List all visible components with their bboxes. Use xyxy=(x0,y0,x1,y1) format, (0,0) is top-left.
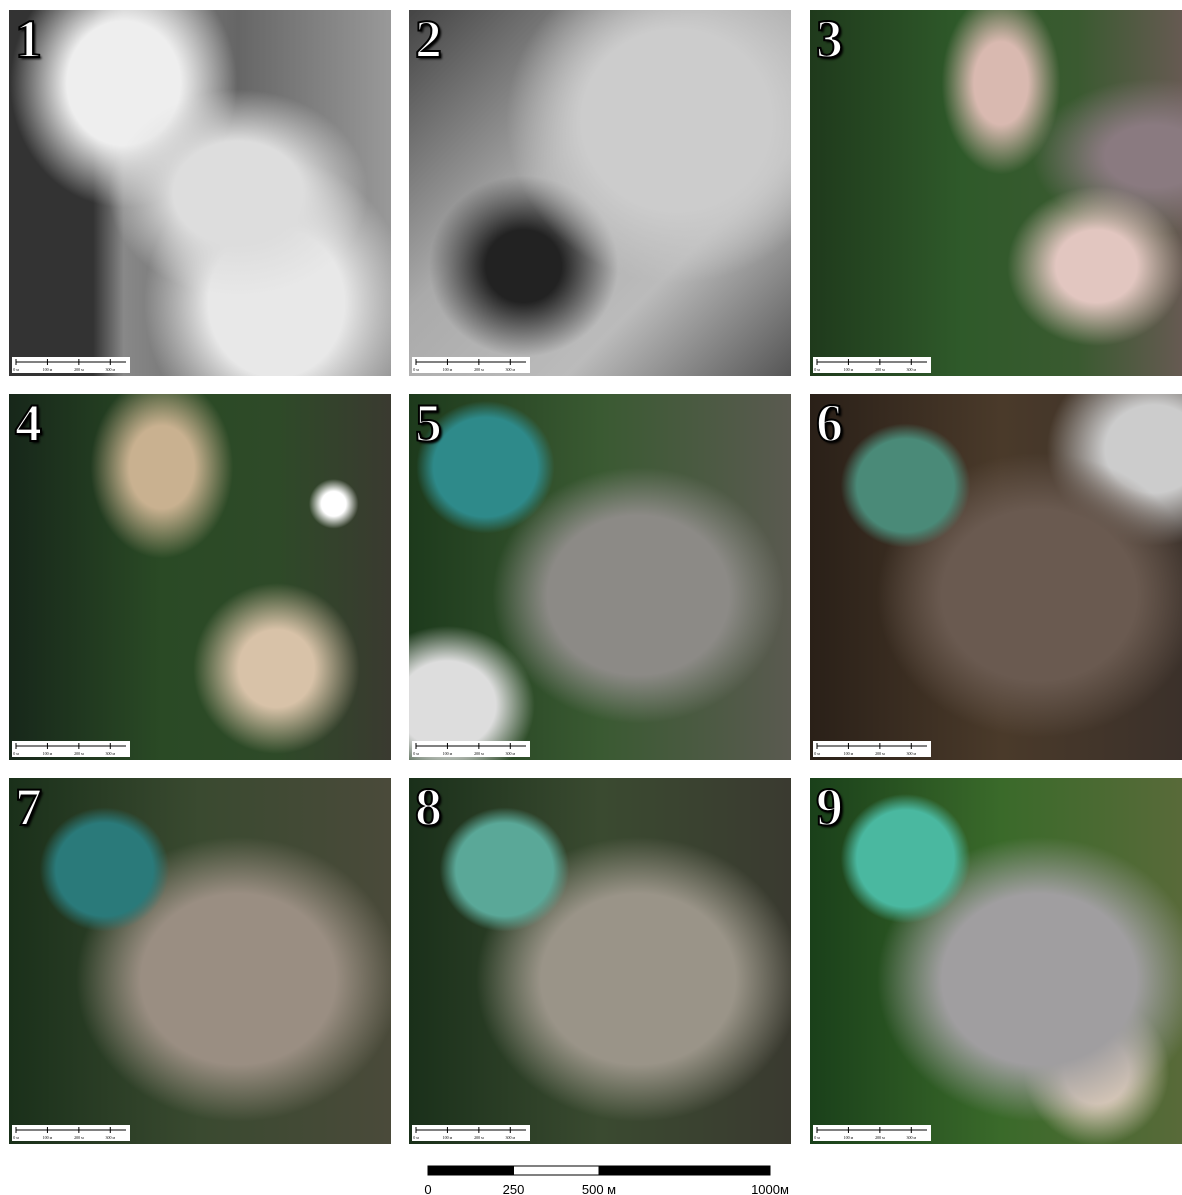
panel-number: 8 xyxy=(415,780,442,834)
scale-label: 0 м xyxy=(413,1135,419,1140)
scale-label: 100 м xyxy=(43,367,53,372)
scale-label: 200 м xyxy=(474,1135,484,1140)
satellite-image: 3 0 м 100 м 200 м 300 м xyxy=(810,10,1182,376)
panel-number: 1 xyxy=(15,12,42,66)
scale-label: 1000м xyxy=(751,1182,789,1195)
scale-label: 0 м xyxy=(13,367,19,372)
scale-label: 300 м xyxy=(907,367,917,372)
panel-scale: 0 м 100 м 200 м 300 м xyxy=(412,357,530,373)
scale-segment xyxy=(599,1166,770,1175)
figure: 0 250 500 м 1000м 1 0 м 100 м 200 м 300 м 2 0 м 10… xyxy=(0,0,1182,1195)
satellite-image: 5 0 м 100 м 200 м 300 м xyxy=(409,394,791,760)
panel-scale: 0 м 100 м 200 м 300 м xyxy=(12,741,130,757)
satellite-image: 4 0 м 100 м 200 м 300 м xyxy=(9,394,391,760)
panel-number: 3 xyxy=(816,12,843,66)
panel-scale-svg: 0 м 100 м 200 м 300 м xyxy=(12,1125,130,1141)
scale-label: 300 м xyxy=(506,1135,516,1140)
scale-label: 300 м xyxy=(106,1135,116,1140)
scale-label: 100 м xyxy=(43,1135,53,1140)
scale-label: 500 м xyxy=(582,1182,616,1195)
satellite-image: 2 0 м 100 м 200 м 300 м xyxy=(409,10,791,376)
panel-scale-svg: 0 м 100 м 200 м 300 м xyxy=(412,357,530,373)
scale-segment xyxy=(514,1166,600,1175)
panel-scale: 0 м 100 м 200 м 300 м xyxy=(12,357,130,373)
scale-label: 0 м xyxy=(814,751,820,756)
satellite-image: 6 0 м 100 м 200 м 300 м xyxy=(810,394,1182,760)
panel-scale-svg: 0 м 100 м 200 м 300 м xyxy=(12,741,130,757)
scale-label: 100 м xyxy=(443,367,453,372)
panel-scale-svg: 0 м 100 м 200 м 300 м xyxy=(412,1125,530,1141)
satellite-image: 7 0 м 100 м 200 м 300 м xyxy=(9,778,391,1144)
scale-label: 200 м xyxy=(875,751,885,756)
panel-number: 4 xyxy=(15,396,42,450)
panel-scale: 0 м 100 м 200 м 300 м xyxy=(813,741,931,757)
scale-label: 300 м xyxy=(106,751,116,756)
panel-number: 2 xyxy=(415,12,442,66)
scale-label: 300 м xyxy=(907,751,917,756)
scale-label: 250 xyxy=(503,1182,525,1195)
scale-label: 200 м xyxy=(74,367,84,372)
scale-label: 200 м xyxy=(74,751,84,756)
scale-label: 100 м xyxy=(844,367,854,372)
satellite-image: 8 0 м 100 м 200 м 300 м xyxy=(409,778,791,1144)
scale-label: 100 м xyxy=(43,751,53,756)
panel-scale-svg: 0 м 100 м 200 м 300 м xyxy=(813,357,931,373)
scale-label: 200 м xyxy=(74,1135,84,1140)
panel-scale: 0 м 100 м 200 м 300 м xyxy=(12,1125,130,1141)
scale-label: 300 м xyxy=(506,367,516,372)
scale-label: 200 м xyxy=(875,1135,885,1140)
scale-label: 300 м xyxy=(907,1135,917,1140)
scale-label: 100 м xyxy=(443,751,453,756)
panel-scale: 0 м 100 м 200 м 300 м xyxy=(412,741,530,757)
scale-label: 0 м xyxy=(413,367,419,372)
scale-label: 300 м xyxy=(506,751,516,756)
satellite-image: 1 0 м 100 м 200 м 300 м xyxy=(9,10,391,376)
panel-number: 9 xyxy=(816,780,843,834)
scale-label: 200 м xyxy=(474,751,484,756)
scale-label: 200 м xyxy=(474,367,484,372)
scale-bar: 0 250 500 м 1000м xyxy=(0,1140,1182,1195)
panel-scale-svg: 0 м 100 м 200 м 300 м xyxy=(813,741,931,757)
scale-label: 200 м xyxy=(875,367,885,372)
panel-scale-svg: 0 м 100 м 200 м 300 м xyxy=(12,357,130,373)
scale-label: 100 м xyxy=(844,1135,854,1140)
satellite-image: 9 0 м 100 м 200 м 300 м xyxy=(810,778,1182,1144)
panel-number: 7 xyxy=(15,780,42,834)
panel-scale: 0 м 100 м 200 м 300 м xyxy=(412,1125,530,1141)
panel-scale: 0 м 100 м 200 м 300 м xyxy=(813,1125,931,1141)
scale-label: 100 м xyxy=(443,1135,453,1140)
scale-label: 0 xyxy=(424,1182,431,1195)
panel-scale: 0 м 100 м 200 м 300 м xyxy=(813,357,931,373)
panel-scale-svg: 0 м 100 м 200 м 300 м xyxy=(412,741,530,757)
panel-number: 6 xyxy=(816,396,843,450)
scale-label: 300 м xyxy=(106,367,116,372)
panel-scale-svg: 0 м 100 м 200 м 300 м xyxy=(813,1125,931,1141)
scale-label: 0 м xyxy=(413,751,419,756)
panel-number: 5 xyxy=(415,396,442,450)
scale-label: 0 м xyxy=(814,1135,820,1140)
scale-label: 100 м xyxy=(844,751,854,756)
scale-label: 0 м xyxy=(13,751,19,756)
scale-segment xyxy=(428,1166,514,1175)
scale-label: 0 м xyxy=(814,367,820,372)
scale-label: 0 м xyxy=(13,1135,19,1140)
